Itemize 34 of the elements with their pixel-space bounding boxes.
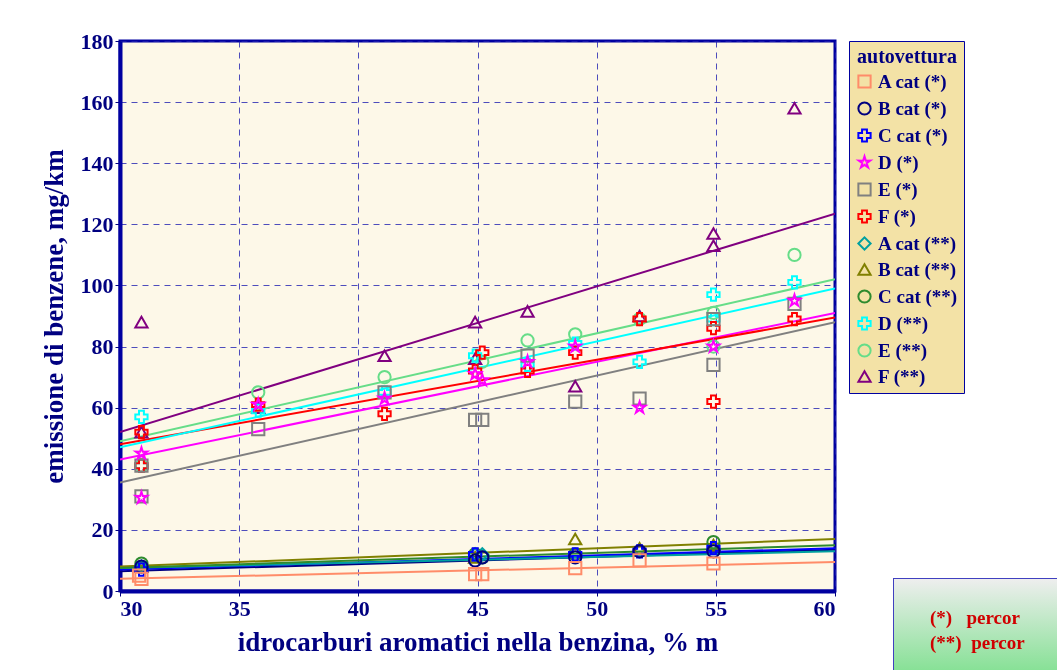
x-tick-label: 40: [347, 595, 370, 621]
y-tick-label: 40: [91, 456, 114, 482]
legend-label: D (*): [878, 151, 919, 174]
legend-label: F (**): [878, 365, 926, 388]
legend-label: C cat (**): [878, 285, 958, 308]
legend-label: B cat (*): [878, 97, 947, 120]
x-tick-label: 35: [228, 595, 251, 621]
legend-label: A cat (**): [878, 232, 957, 255]
text: (**) percor: [930, 631, 1026, 655]
x-tick-label: 55: [705, 595, 728, 621]
y-tick-label: 80: [91, 334, 114, 360]
text: (*) percor: [930, 606, 1021, 630]
y-tick-label: 100: [80, 272, 114, 298]
y-tick-label: 60: [91, 395, 114, 421]
legend-label: E (*): [878, 178, 918, 201]
legend-label: E (**): [878, 339, 928, 362]
y-tick-label: 180: [80, 28, 114, 54]
legend-label: F (*): [878, 205, 916, 228]
y-tick-label: 160: [80, 89, 114, 115]
y-tick-label: 140: [80, 150, 114, 176]
legend-label: B cat (**): [878, 258, 957, 281]
y-tick-label: 20: [91, 517, 114, 543]
y-tick-label: 120: [80, 211, 114, 237]
legend-title: autovettura: [857, 45, 957, 67]
x-tick-label: 60: [813, 595, 836, 621]
x-tick-label: 50: [586, 595, 609, 621]
legend-label: D (**): [878, 312, 929, 335]
y-axis-title: emissione di benzene, mg/km: [38, 148, 69, 484]
x-tick-label: 45: [467, 595, 489, 621]
x-tick-label: 30: [120, 595, 143, 621]
legend-label: C cat (*): [878, 124, 948, 147]
x-axis-title: idrocarburi aromatici nella benzina, % m: [237, 626, 719, 657]
y-tick-label: 0: [102, 578, 114, 604]
legend-label: A cat (*): [878, 70, 947, 93]
